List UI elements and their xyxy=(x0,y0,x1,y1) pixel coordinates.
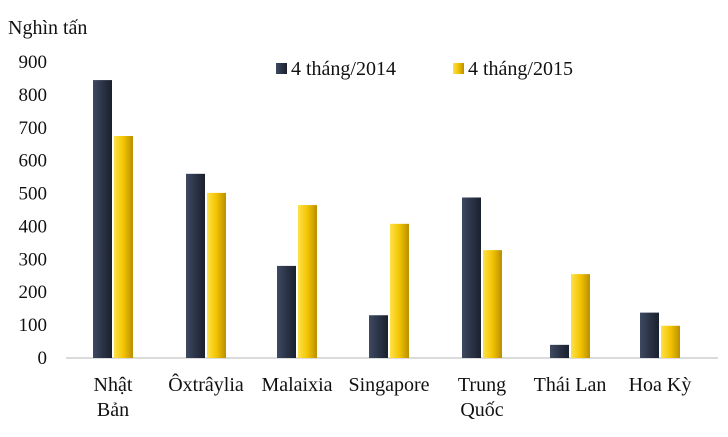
legend-swatch-2015 xyxy=(453,63,464,74)
x-category-label: Thái Lan xyxy=(534,374,607,396)
legend-label-2015: 4 tháng/2015 xyxy=(468,58,573,80)
x-category-label: Ôxtrâylia xyxy=(168,372,244,396)
bar-2015-1 xyxy=(207,192,226,358)
x-category-label: Quốc xyxy=(460,399,503,421)
x-category-label: Malaixia xyxy=(261,374,332,396)
bar-2015-3 xyxy=(390,223,409,358)
y-tick-label: 600 xyxy=(19,151,48,172)
y-tick-label: 300 xyxy=(19,249,48,270)
bar-2014-6 xyxy=(640,312,659,358)
bar-2015-0 xyxy=(114,136,133,358)
x-category-label: Trung xyxy=(458,374,506,396)
y-axis-ticks: 0 100 200 300 400 500 600 700 800 900 xyxy=(19,52,48,369)
bar-2014-4 xyxy=(462,197,481,358)
bar-2015-4 xyxy=(483,250,502,358)
bars xyxy=(93,80,680,358)
bar-2015-2 xyxy=(298,205,317,358)
y-tick-label: 200 xyxy=(19,282,48,303)
bar-2015-5 xyxy=(571,274,590,358)
bar-2014-3 xyxy=(369,315,388,358)
bar-2014-2 xyxy=(277,265,296,358)
y-tick-label: 0 xyxy=(38,348,48,369)
bar-2015-6 xyxy=(661,325,680,358)
x-category-label: Singapore xyxy=(348,374,429,396)
x-category-label: Bản xyxy=(97,399,129,421)
bar-2014-5 xyxy=(550,344,569,358)
y-axis-unit-label: Nghìn tấn xyxy=(8,17,87,39)
y-tick-label: 400 xyxy=(19,216,48,237)
x-category-label: Nhật xyxy=(94,374,133,396)
legend-label-2014: 4 tháng/2014 xyxy=(291,58,396,80)
bar-2014-0 xyxy=(93,80,112,358)
y-tick-label: 900 xyxy=(19,52,48,73)
y-tick-label: 800 xyxy=(19,85,48,106)
legend: 4 tháng/2014 4 tháng/2015 xyxy=(276,58,573,80)
x-category-label: Hoa Kỳ xyxy=(629,374,692,396)
x-axis-labels: Nhật Bản Ôxtrâylia Malaixia Singapore Trung Qu… xyxy=(94,372,692,421)
legend-swatch-2014 xyxy=(276,63,287,74)
bar-2014-1 xyxy=(186,173,205,358)
y-tick-label: 700 xyxy=(19,118,48,139)
y-tick-label: 100 xyxy=(19,315,48,336)
y-tick-label: 500 xyxy=(19,184,48,205)
